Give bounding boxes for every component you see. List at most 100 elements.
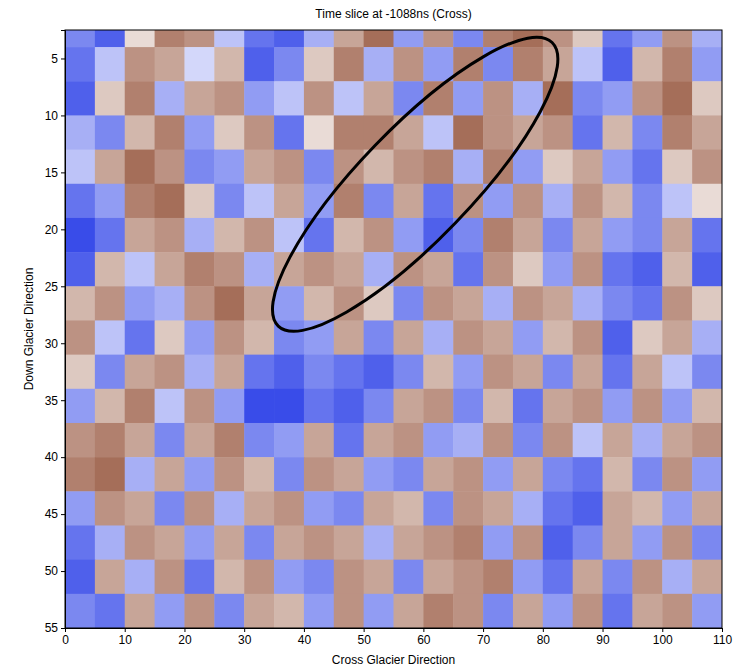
heat-cell — [65, 184, 95, 219]
heat-cell — [603, 81, 633, 116]
heat-cell — [513, 389, 543, 424]
heat-cell — [65, 47, 95, 82]
x-tick-mark — [125, 628, 126, 632]
heat-cell — [334, 525, 364, 560]
heat-cell — [632, 184, 662, 219]
heat-cell — [453, 184, 483, 219]
heat-cell — [662, 184, 692, 219]
heat-cell — [364, 47, 394, 82]
heat-cell — [453, 560, 483, 595]
heat-cell — [423, 389, 453, 424]
heat-cell — [632, 320, 662, 355]
heat-cell — [65, 218, 95, 253]
heat-cell — [125, 81, 155, 116]
heat-cell — [155, 525, 185, 560]
heat-cell — [214, 355, 244, 390]
x-tick: 0 — [62, 628, 69, 647]
heat-cell — [692, 389, 722, 424]
heat-cell — [184, 47, 214, 82]
heat-cell — [125, 286, 155, 321]
heat-cell — [632, 594, 662, 628]
y-tick-mark — [61, 286, 65, 287]
heat-cell — [632, 30, 662, 48]
y-tick-mark — [61, 115, 65, 116]
y-tick-mark — [61, 58, 65, 59]
heat-cell — [65, 594, 95, 628]
y-tick-label: 10 — [45, 109, 59, 123]
y-tick-mark — [61, 457, 65, 458]
heat-cell — [423, 423, 453, 458]
heat-cell — [632, 81, 662, 116]
y-tick-label: 35 — [45, 394, 59, 408]
heat-cell — [125, 115, 155, 150]
x-tick-label: 30 — [238, 633, 252, 647]
heat-cell — [573, 594, 603, 628]
heat-cell — [513, 218, 543, 253]
heat-cell — [573, 286, 603, 321]
heat-cell — [304, 525, 334, 560]
x-tick: 100 — [653, 628, 673, 647]
heat-cell — [214, 286, 244, 321]
heat-cell — [543, 218, 573, 253]
heat-cell — [304, 491, 334, 526]
heat-cell — [155, 30, 185, 48]
x-tick-mark — [603, 628, 604, 632]
heat-cell — [603, 560, 633, 595]
heat-cell — [573, 115, 603, 150]
heat-cell — [95, 81, 125, 116]
heat-cell — [214, 525, 244, 560]
heat-cell — [304, 286, 334, 321]
heat-cell — [423, 525, 453, 560]
heat-cell — [364, 355, 394, 390]
heat-cell — [692, 184, 722, 219]
heat-cell — [184, 320, 214, 355]
heat-cell — [304, 150, 334, 185]
heat-cell — [214, 81, 244, 116]
heat-cell — [334, 594, 364, 628]
heat-cell — [692, 150, 722, 185]
heat-cell — [394, 286, 424, 321]
y-tick-mark — [61, 628, 65, 629]
x-axis: 0102030405060708090100110 — [62, 628, 732, 647]
heat-cell — [65, 457, 95, 492]
y-tick-mark — [61, 571, 65, 572]
heat-cell — [125, 150, 155, 185]
heat-cell — [95, 150, 125, 185]
heat-cell — [632, 389, 662, 424]
heat-cell — [423, 184, 453, 219]
heat-cell — [662, 30, 692, 48]
heat-cell — [214, 491, 244, 526]
heat-cell — [184, 525, 214, 560]
heat-cell — [304, 594, 334, 628]
heat-cell — [65, 389, 95, 424]
heat-cell — [155, 47, 185, 82]
title: Time slice at -1088ns (Cross) — [315, 7, 471, 21]
heat-cell — [364, 457, 394, 492]
heat-cell — [543, 560, 573, 595]
heat-cell — [214, 150, 244, 185]
x-tick-label: 0 — [62, 633, 69, 647]
y-tick-mark — [61, 229, 65, 230]
heat-cell — [334, 218, 364, 253]
heat-cell — [304, 115, 334, 150]
y-tick: 15 — [45, 166, 65, 180]
heat-cell — [274, 389, 304, 424]
heat-cell — [244, 355, 274, 390]
heat-cell — [65, 491, 95, 526]
heat-cell — [423, 320, 453, 355]
heat-cell — [423, 594, 453, 628]
heat-cell — [394, 491, 424, 526]
heat-cell — [274, 47, 304, 82]
heat-cell — [632, 525, 662, 560]
heat-cell — [513, 525, 543, 560]
y-tick-label: 50 — [45, 564, 59, 578]
x-tick-label: 110 — [713, 633, 732, 647]
heat-cell — [543, 457, 573, 492]
heat-cell — [662, 560, 692, 595]
x-tick: 50 — [357, 628, 371, 647]
heat-cell — [573, 560, 603, 595]
heat-cell — [214, 252, 244, 287]
heat-cell — [155, 286, 185, 321]
heat-cell — [394, 81, 424, 116]
heat-cell — [244, 252, 274, 287]
